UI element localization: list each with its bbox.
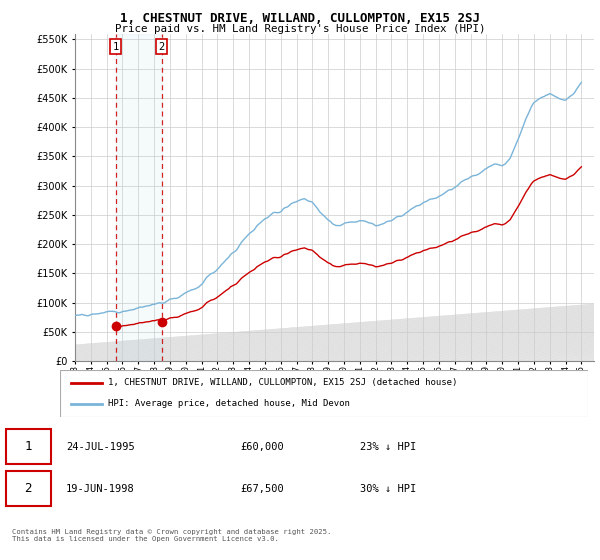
Text: £60,000: £60,000 xyxy=(240,442,284,451)
Bar xyxy=(116,34,161,361)
FancyBboxPatch shape xyxy=(60,370,588,417)
Text: 19-JUN-1998: 19-JUN-1998 xyxy=(66,484,135,493)
FancyBboxPatch shape xyxy=(6,428,51,464)
Text: 1: 1 xyxy=(25,440,32,453)
Text: 30% ↓ HPI: 30% ↓ HPI xyxy=(360,484,416,493)
FancyBboxPatch shape xyxy=(6,470,51,506)
Text: 2: 2 xyxy=(25,482,32,495)
Text: 1, CHESTNUT DRIVE, WILLAND, CULLOMPTON, EX15 2SJ: 1, CHESTNUT DRIVE, WILLAND, CULLOMPTON, … xyxy=(120,12,480,25)
Text: 24-JUL-1995: 24-JUL-1995 xyxy=(66,442,135,451)
Text: 23% ↓ HPI: 23% ↓ HPI xyxy=(360,442,416,451)
Text: Contains HM Land Registry data © Crown copyright and database right 2025.
This d: Contains HM Land Registry data © Crown c… xyxy=(12,529,331,542)
Text: 1, CHESTNUT DRIVE, WILLAND, CULLOMPTON, EX15 2SJ (detached house): 1, CHESTNUT DRIVE, WILLAND, CULLOMPTON, … xyxy=(107,379,457,388)
Text: 1: 1 xyxy=(112,42,119,52)
Text: Price paid vs. HM Land Registry's House Price Index (HPI): Price paid vs. HM Land Registry's House … xyxy=(115,24,485,34)
Text: 2: 2 xyxy=(158,42,164,52)
Text: HPI: Average price, detached house, Mid Devon: HPI: Average price, detached house, Mid … xyxy=(107,399,349,408)
Text: £67,500: £67,500 xyxy=(240,484,284,493)
